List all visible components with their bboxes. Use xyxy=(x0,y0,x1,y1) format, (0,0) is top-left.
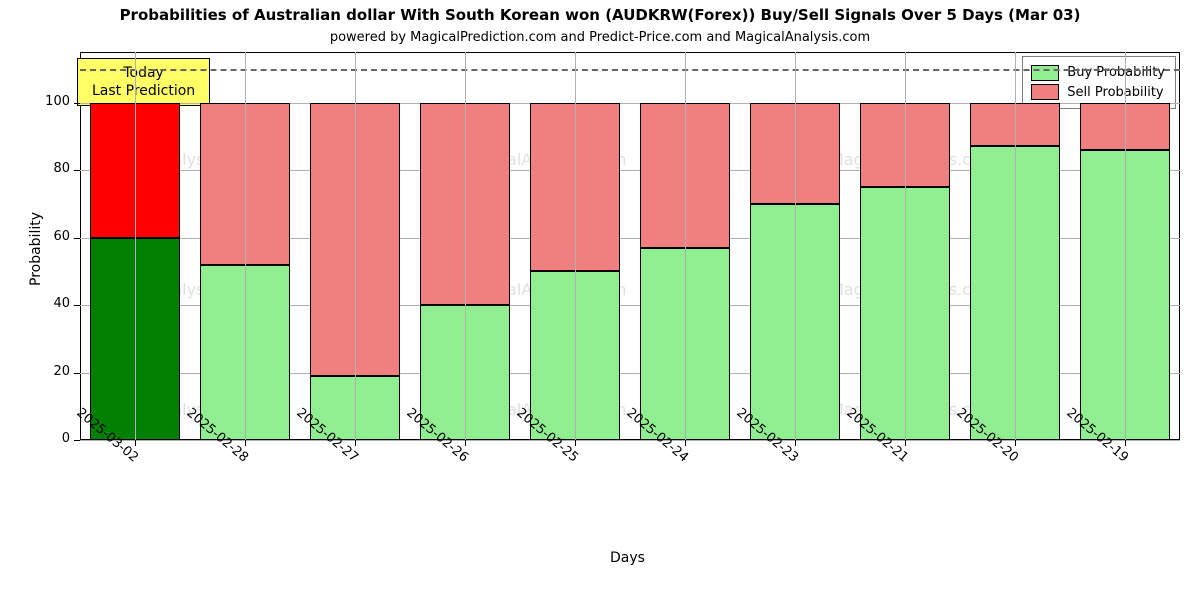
grid-line xyxy=(1015,52,1016,440)
xtick-mark xyxy=(135,440,136,446)
grid-line xyxy=(795,52,796,440)
grid-line xyxy=(685,52,686,440)
grid-line xyxy=(465,52,466,440)
grid-line xyxy=(575,52,576,440)
xtick-mark xyxy=(685,440,686,446)
grid-line xyxy=(245,52,246,440)
xtick-mark xyxy=(245,440,246,446)
grid-line xyxy=(905,52,906,440)
x-axis-label: Days xyxy=(610,550,645,566)
figure: Probabilities of Australian dollar With … xyxy=(0,0,1200,600)
chart-title: Probabilities of Australian dollar With … xyxy=(0,6,1200,24)
xtick-mark xyxy=(465,440,466,446)
grid-line xyxy=(355,52,356,440)
ytick-label: 0 xyxy=(62,431,78,446)
ytick-label: 80 xyxy=(53,161,78,176)
ytick-label: 100 xyxy=(45,94,78,109)
xtick-mark xyxy=(1015,440,1016,446)
ytick-label: 40 xyxy=(53,296,78,311)
xtick-mark xyxy=(905,440,906,446)
xtick-mark xyxy=(795,440,796,446)
y-axis-label: Probability xyxy=(28,212,44,286)
xtick-mark xyxy=(575,440,576,446)
ytick-label: 60 xyxy=(53,229,78,244)
xtick-mark xyxy=(355,440,356,446)
grid-line xyxy=(135,52,136,440)
xtick-mark xyxy=(1125,440,1126,446)
chart-subtitle: powered by MagicalPrediction.com and Pre… xyxy=(0,30,1200,45)
ytick-label: 20 xyxy=(53,364,78,379)
grid-line xyxy=(1125,52,1126,440)
